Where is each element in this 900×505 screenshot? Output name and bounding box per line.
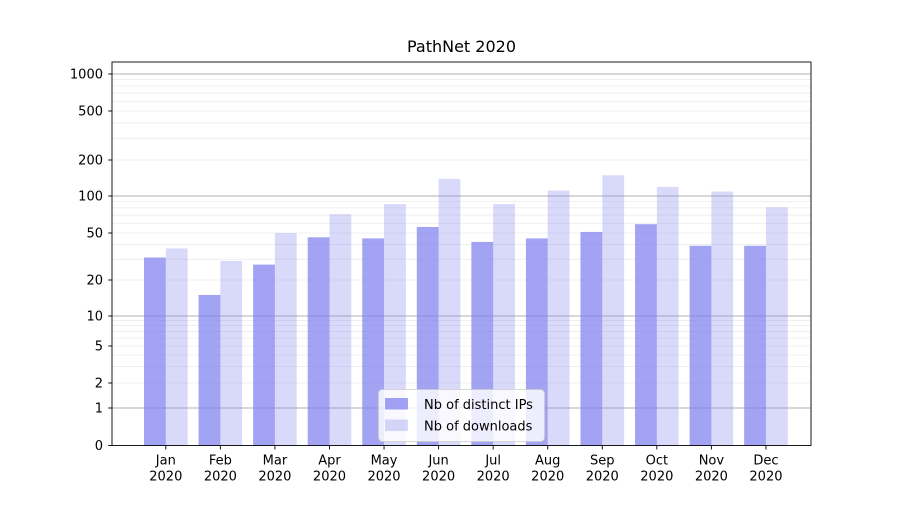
bar-downloads-feb — [220, 260, 243, 446]
bar-distinct-ips-dec — [744, 245, 766, 446]
bar-distinct-ips-nov — [689, 245, 712, 446]
y-tick-label-10: 10 — [86, 310, 103, 325]
bar-downloads-may — [384, 204, 406, 446]
x-tick-label-jun: Jun 2020 — [422, 454, 455, 485]
legend-box — [378, 389, 545, 442]
y-tick-label-2: 2 — [95, 377, 103, 392]
y-tick-label-50: 50 — [86, 227, 103, 242]
x-tick-label-jul: Jul 2020 — [477, 454, 510, 485]
x-tick-label-nov: Nov 2020 — [695, 454, 728, 485]
x-tick-label-dec: Dec 2020 — [749, 454, 782, 485]
y-tick-label-20: 20 — [86, 274, 103, 289]
bar-downloads-nov — [711, 191, 734, 446]
x-axis: Jan 2020 Feb 2020 Mar 2020 Apr 2020 May 2020 Jun 20… — [149, 445, 783, 485]
y-tick-label-1: 1 — [95, 402, 103, 417]
legend-swatch-downloads — [385, 419, 408, 431]
bar-distinct-ips-mar — [253, 264, 275, 446]
legend-label-downloads: Nb of downloads — [424, 420, 533, 435]
bar-downloads-jul — [493, 204, 515, 446]
x-tick-label-may: May 2020 — [367, 454, 400, 485]
y-axis: 0 1 2 5 10 20 50 100 200 500 1000 — [70, 68, 112, 454]
y-tick-label-5: 5 — [95, 340, 103, 355]
y-tick-label-200: 200 — [78, 154, 103, 169]
legend: Nb of distinct IPs Nb of downloads — [378, 389, 545, 442]
bar-distinct-ips-apr — [307, 237, 330, 446]
legend-label-distinct-ips: Nb of distinct IPs — [424, 398, 533, 413]
bar-downloads-aug — [547, 190, 570, 446]
chart-title: PathNet 2020 — [407, 37, 516, 56]
x-tick-label-oct: Oct 2020 — [640, 454, 673, 485]
x-tick-label-jan: Jan 2020 — [149, 454, 182, 485]
bar-downloads-apr — [329, 214, 352, 446]
legend-swatch-distinct-ips — [385, 398, 408, 410]
bar-distinct-ips-jan — [144, 257, 166, 446]
bar-distinct-ips-sep — [580, 231, 603, 446]
bar-downloads-mar — [274, 233, 297, 446]
y-tick-label-500: 500 — [78, 105, 103, 120]
x-tick-label-feb: Feb 2020 — [204, 454, 237, 485]
bar-distinct-ips-oct — [635, 224, 657, 446]
y-tick-label-0: 0 — [95, 439, 103, 454]
x-tick-label-apr: Apr 2020 — [313, 454, 346, 485]
x-tick-label-mar: Mar 2020 — [258, 454, 291, 485]
bar-downloads-oct — [656, 186, 679, 446]
plot-frame — [111, 61, 812, 446]
y-tick-label-100: 100 — [78, 190, 103, 205]
y-tick-label-1000: 1000 — [70, 68, 103, 83]
bar-distinct-ips-feb — [198, 294, 221, 446]
bar-downloads-sep — [602, 175, 625, 446]
x-tick-label-aug: Aug 2020 — [531, 454, 564, 485]
x-tick-label-sep: Sep 2020 — [586, 454, 619, 485]
bar-downloads-jan — [165, 248, 188, 446]
bar-downloads-jun — [438, 178, 461, 446]
bar-downloads-dec — [765, 207, 788, 446]
